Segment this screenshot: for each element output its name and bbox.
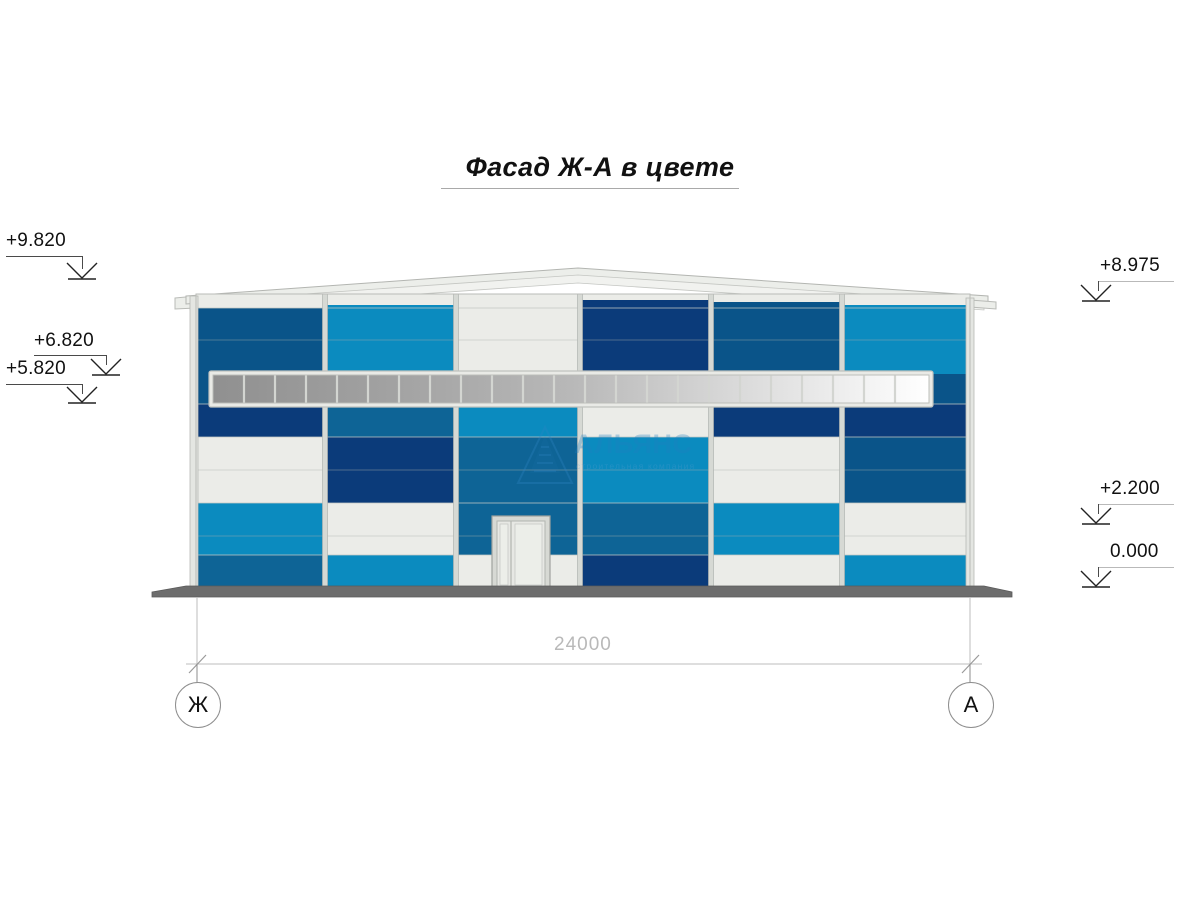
- drawing-title: Фасад Ж-А в цвете: [465, 152, 735, 182]
- level-arrow-icon: [66, 262, 98, 280]
- level-arrow-icon: [1080, 570, 1112, 588]
- ground-line: [151, 585, 1013, 598]
- overall-dimension-label: 24000: [554, 634, 612, 655]
- level-marker-2200-label: +2.200: [1100, 478, 1160, 499]
- axis-bubble-zh-label: Ж: [187, 692, 209, 717]
- level-arrow-icon: [90, 358, 122, 376]
- level-arrow-icon: [1080, 284, 1112, 302]
- level-arrow-icon: [66, 386, 98, 404]
- title-underline: [441, 188, 739, 189]
- axis-bubble-a[interactable]: А: [948, 682, 994, 728]
- axis-callout-stems: [196, 664, 971, 682]
- axis-bubble-a-label: А: [963, 692, 979, 717]
- ribbon-window-strip: [208, 370, 934, 408]
- level-marker-9820-label: +9.820: [6, 230, 66, 251]
- entrance-door: [491, 515, 551, 589]
- level-marker-0000-label: 0.000: [1110, 541, 1159, 562]
- level-marker-5820-label: +5.820: [6, 358, 66, 379]
- level-marker-6820-label: +6.820: [34, 330, 94, 351]
- facade-panels: [196, 294, 970, 588]
- level-arrow-icon: [1080, 507, 1112, 525]
- axis-bubble-zh[interactable]: Ж: [175, 682, 221, 728]
- level-marker-8975-label: +8.975: [1100, 255, 1160, 276]
